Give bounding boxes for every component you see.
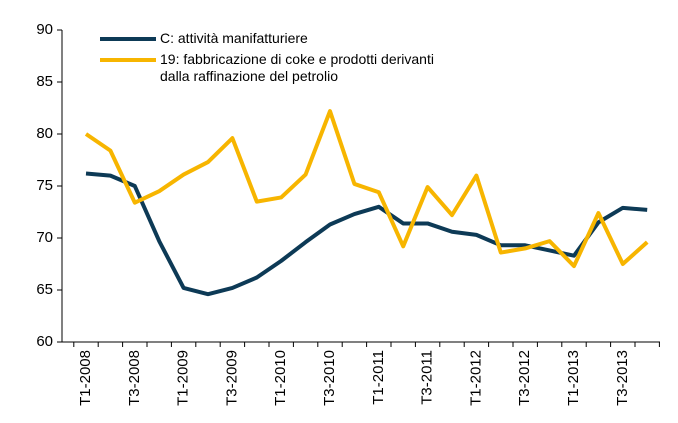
y-tick-label: 85 — [36, 73, 53, 90]
x-tick-label: T3-2008 — [126, 350, 143, 406]
y-tick-label: 65 — [36, 281, 53, 298]
x-tick-label: T3-2010 — [321, 350, 338, 406]
y-tick-label: 75 — [36, 177, 53, 194]
x-tick-label: T3-2011 — [419, 350, 436, 405]
x-tick-label: T3-2009 — [223, 350, 240, 406]
x-tick-label: T1-2011 — [370, 350, 387, 405]
legend-label: C: attività manifatturiere — [160, 30, 308, 46]
x-tick-label: T1-2009 — [175, 350, 192, 406]
series-line — [85, 171, 648, 297]
legend-label: 19: fabbricazione di coke e prodotti der… — [160, 51, 434, 84]
y-tick-label: 70 — [36, 229, 53, 246]
series-line — [84, 109, 649, 269]
x-tick-label: T1-2008 — [77, 350, 94, 406]
x-tick-label: T3-2012 — [516, 350, 533, 406]
x-tick-label: T1-2010 — [272, 350, 289, 406]
y-tick-label: 80 — [36, 125, 53, 142]
x-tick-label: T3-2013 — [614, 350, 631, 406]
x-tick-label: T1-2013 — [565, 350, 582, 406]
y-tick-label: 60 — [36, 333, 53, 350]
y-tick-label: 90 — [36, 21, 53, 38]
x-tick-label: T1-2012 — [467, 350, 484, 406]
